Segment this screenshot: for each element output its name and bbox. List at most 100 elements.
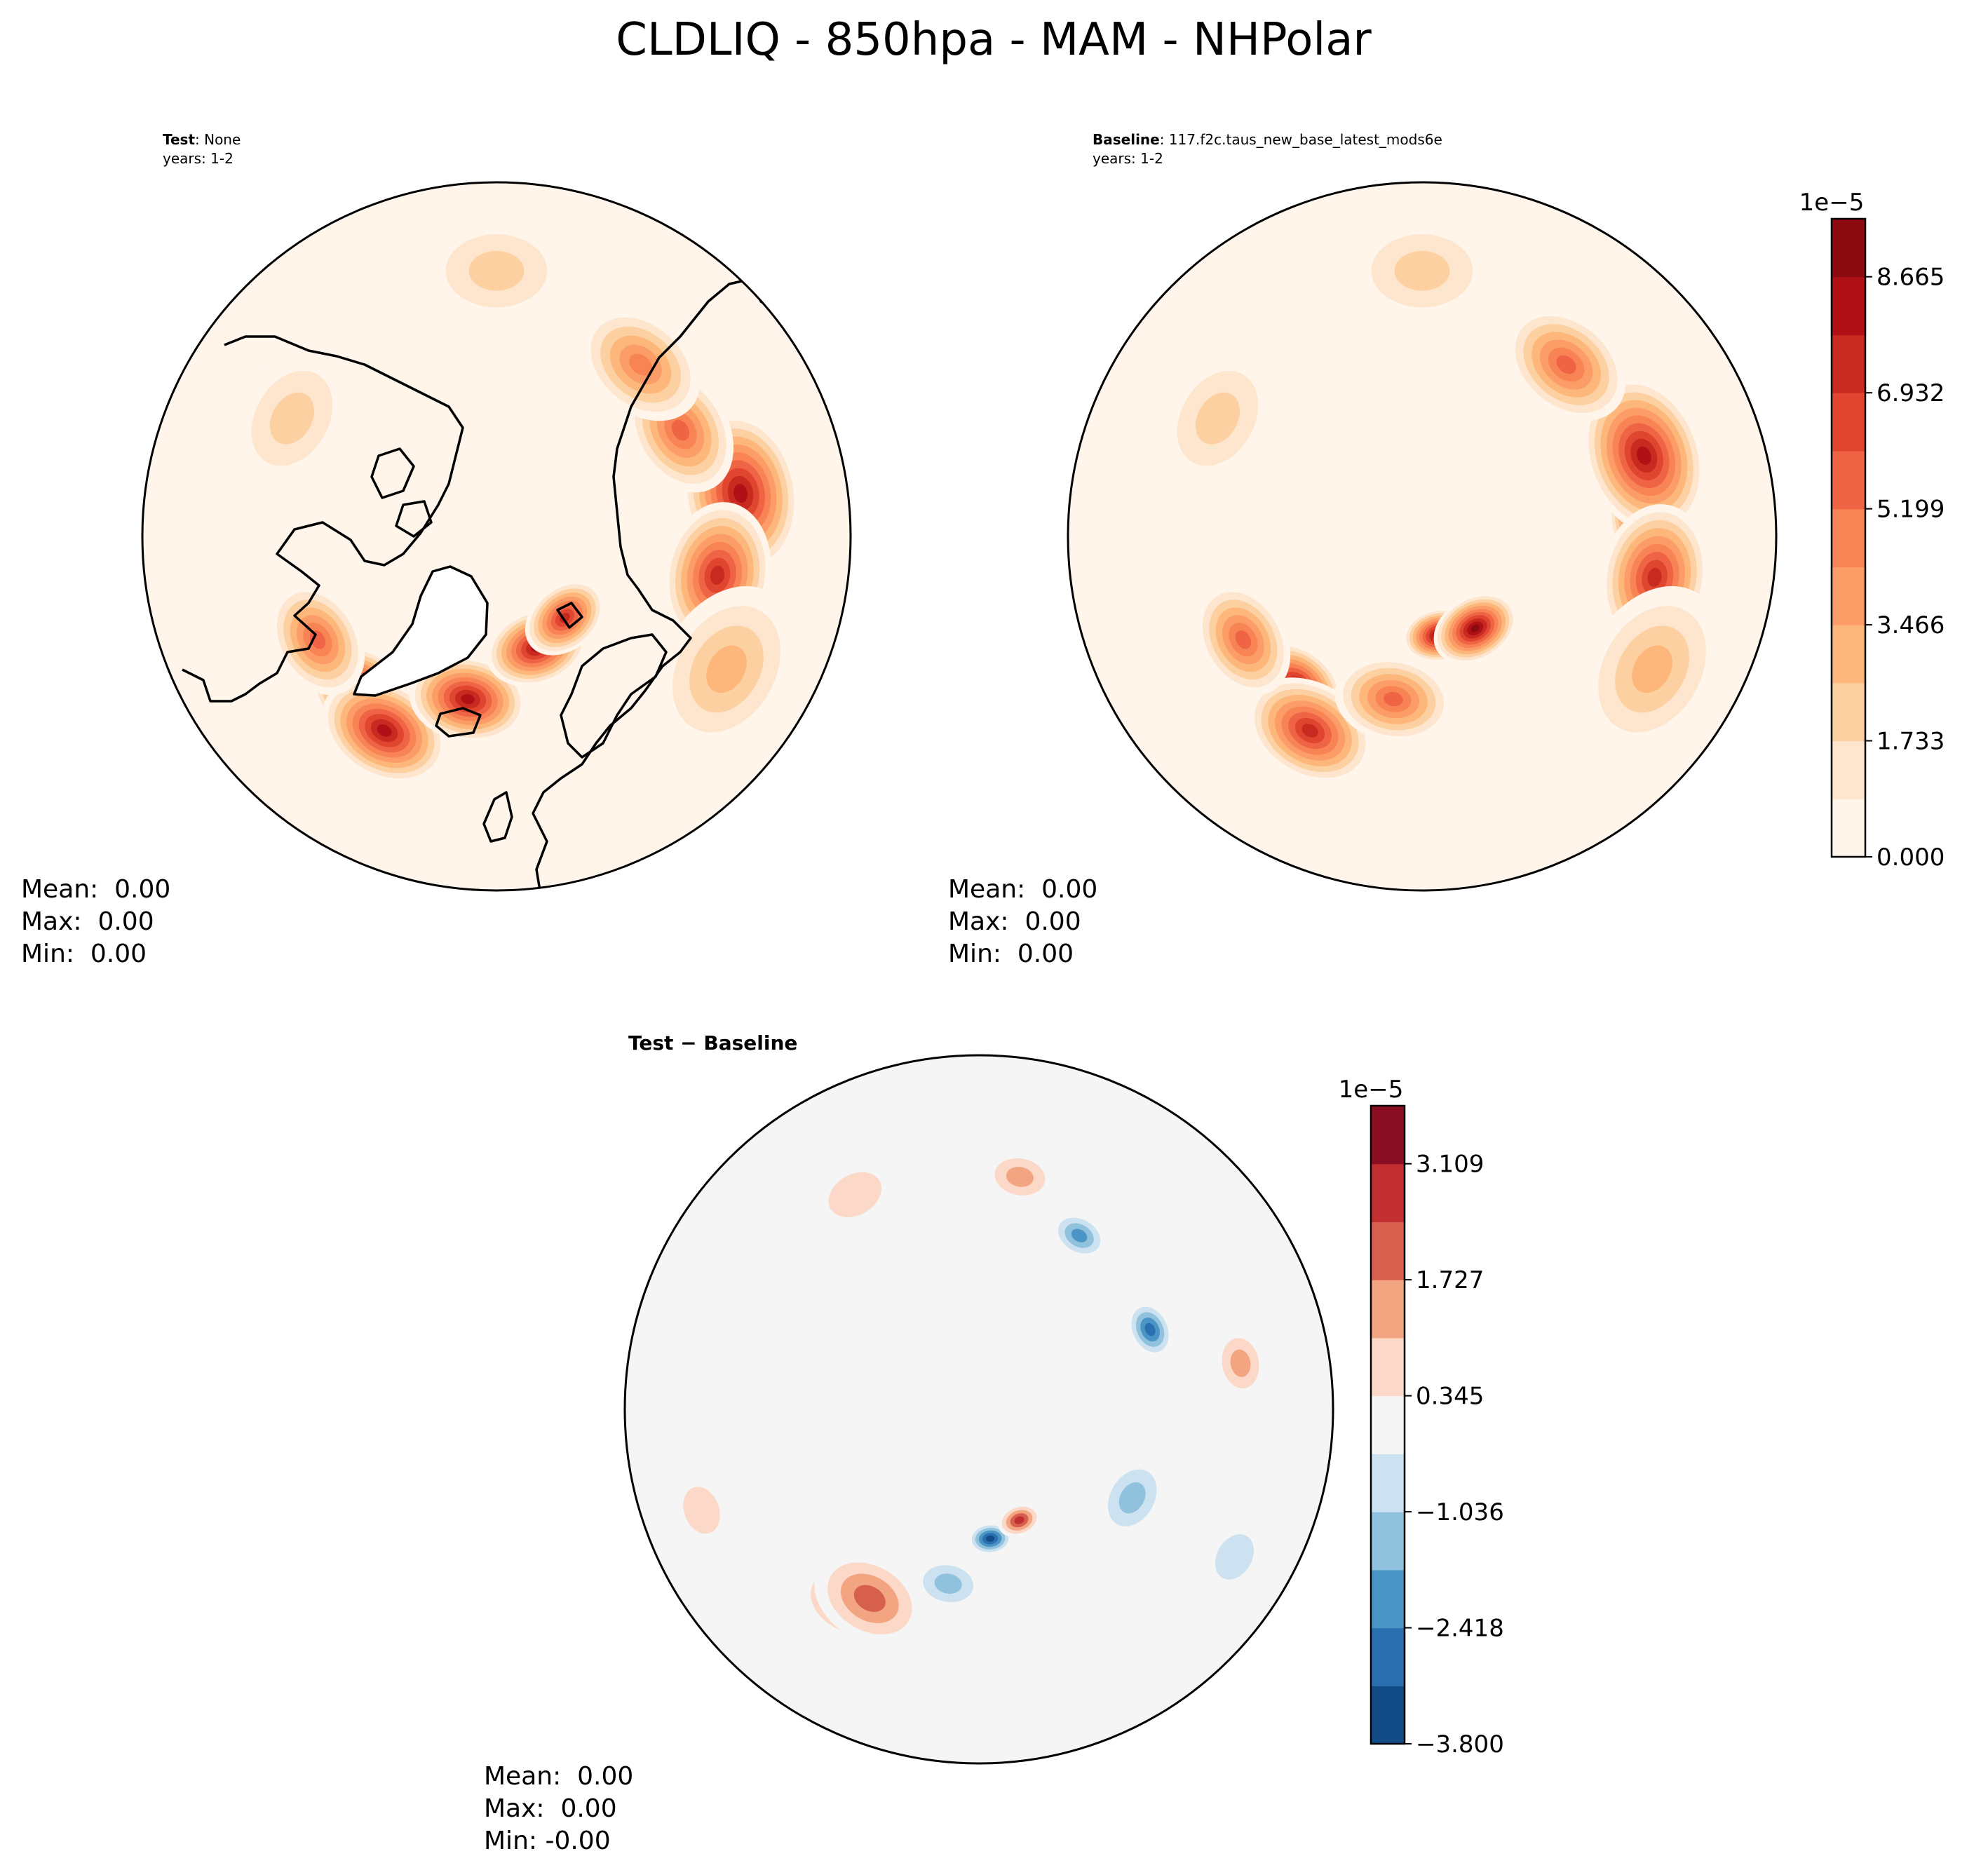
colorbar-0-tick-label-4: 6.932 <box>1877 379 1945 407</box>
contour-1-feature-1-band-9 <box>1637 446 1651 466</box>
colorbar-0-swatch-2 <box>1832 682 1865 742</box>
panel-baseline-stat-mean: Mean: 0.00 <box>948 875 1097 904</box>
panel-difference-stat-min: Min: -0.00 <box>484 1827 611 1855</box>
contour-2-feature-12-band-1 <box>1215 1534 1254 1580</box>
panel-baseline-contour-fields <box>1158 217 1723 784</box>
colorbar-1-tick-label-4: 1.727 <box>1416 1266 1484 1294</box>
panel-difference-stat-max: Max: 0.00 <box>484 1794 617 1823</box>
colorbar-1-swatch-10 <box>1371 1106 1405 1165</box>
panel-baseline-years: years: 1-2 <box>1093 150 1163 167</box>
panel-test-contour-fields <box>233 217 800 784</box>
contour-0-feature-6-band-9 <box>461 693 475 705</box>
panel-test-stat-max: Max: 0.00 <box>21 907 154 936</box>
colorbar-1-swatch-3 <box>1371 1512 1405 1571</box>
colorbar-0-swatch-1 <box>1832 740 1865 799</box>
colorbar-difference-frame <box>1370 1104 1406 1745</box>
contour-1-feature-7-band-10 <box>1470 624 1480 632</box>
colorbar-main-frame <box>1830 217 1867 858</box>
contour-0-feature-0-band-9 <box>733 484 748 503</box>
colorbar-0-tick-label-2: 3.466 <box>1877 611 1945 639</box>
panel-difference-map-background <box>625 1055 1333 1763</box>
contour-1-feature-5-band-8 <box>1301 724 1318 738</box>
panel-test-label-rest: : None <box>195 131 241 148</box>
panel-difference-map-boundary <box>623 1054 1334 1765</box>
contour-2-feature-9-band-2 <box>934 1573 962 1594</box>
colorbar-0-tick-label-3: 5.199 <box>1877 496 1945 524</box>
panel-baseline-map-boundary <box>1067 181 1778 892</box>
colorbar-0-swatch-10 <box>1832 219 1865 278</box>
colorbar-0-swatch-6 <box>1832 450 1865 510</box>
colorbar-0-tick-label-5: 8.665 <box>1877 264 1945 292</box>
colorbar-1-tick-label-2: −1.036 <box>1416 1498 1504 1526</box>
colorbar-main-ticks: 0.000 1.733 3.466 5.199 6.932 8.665 <box>1865 264 1945 872</box>
colorbar-1-swatch-8 <box>1371 1221 1405 1280</box>
panel-test-label: Test: None <box>163 131 241 148</box>
contour-0-feature-10-band-2 <box>468 250 525 291</box>
contour-2-feature-7-band-2 <box>1006 1167 1034 1187</box>
colorbar-0-swatch-3 <box>1832 625 1865 684</box>
contour-0-feature-3-band-5 <box>629 353 652 376</box>
colorbar-1-tick-label-3: 0.345 <box>1416 1383 1484 1411</box>
colorbar-0-swatch-4 <box>1832 567 1865 625</box>
panel-baseline-label-bold: Baseline <box>1093 131 1160 148</box>
colorbar-difference-swatches <box>1371 1106 1405 1744</box>
panel-baseline: Baseline: 117.f2c.taus_new_base_latest_m… <box>948 131 1778 968</box>
contour-1-feature-11-band-2 <box>1195 392 1240 445</box>
panel-test-years: years: 1-2 <box>163 150 234 167</box>
panel-difference-stat-mean: Mean: 0.00 <box>484 1762 633 1791</box>
panel-test-map-boundary <box>141 181 852 892</box>
contour-0-feature-9-band-6 <box>309 630 326 649</box>
contour-2-feature-4-band-4 <box>1144 1322 1156 1336</box>
panel-test-coastline-scandinavia <box>560 633 668 759</box>
contour-0-feature-11-band-2 <box>269 392 314 445</box>
colorbar-difference: 1e−5 −3.800 −2.418 −1.036 0.345 1.727 3.109 <box>1339 1076 1504 1759</box>
contour-2-feature-1-band-3 <box>853 1585 886 1612</box>
panel-test-coastline-britain <box>482 791 513 843</box>
contour-1-feature-8-band-6 <box>1384 691 1404 707</box>
contour-2-feature-3-band-4 <box>1014 1516 1025 1524</box>
panel-difference-label: Test − Baseline <box>628 1031 797 1055</box>
colorbar-1-swatch-4 <box>1371 1454 1405 1512</box>
contour-0-feature-2-band-6 <box>671 419 690 441</box>
contour-2-feature-11-band-1 <box>828 1172 881 1217</box>
panel-test-stat-mean: Mean: 0.00 <box>21 875 170 904</box>
colorbar-main-exponent: 1e−5 <box>1799 189 1865 217</box>
colorbar-0-tick-label-0: 0.000 <box>1877 843 1945 872</box>
colorbar-difference-exponent: 1e−5 <box>1339 1076 1404 1104</box>
contour-2-feature-10-band-1 <box>683 1486 720 1534</box>
colorbar-0-swatch-7 <box>1832 393 1865 452</box>
panel-difference-contour-fields <box>668 1150 1270 1646</box>
panel-test-coastline-iceland <box>435 707 482 738</box>
figure-title: CLDLIQ - 850hpa - MAM - NHPolar <box>616 14 1372 66</box>
panel-baseline-label-rest: : 117.f2c.taus_new_base_latest_mods6e <box>1160 131 1442 148</box>
colorbar-main-swatches <box>1832 219 1865 858</box>
contour-0-feature-5-band-9 <box>377 724 392 737</box>
panel-test: Test: None years: 1-2 Mean: 0.00 Max: 0.… <box>21 131 852 968</box>
colorbar-1-tick-label-1: −2.418 <box>1416 1615 1504 1643</box>
colorbar-1-swatch-2 <box>1371 1569 1405 1629</box>
colorbar-0-swatch-0 <box>1832 799 1865 858</box>
contour-1-feature-2-band-8 <box>1647 567 1662 588</box>
panel-difference: Test − Baseline Mean: 0.00 Max: 0.00 Min… <box>484 1031 1334 1855</box>
colorbar-0-tick-label-1: 1.733 <box>1877 728 1945 756</box>
contour-2-feature-2-band-5 <box>986 1536 995 1542</box>
contour-2-feature-6-band-2 <box>1230 1349 1251 1377</box>
colorbar-1-swatch-0 <box>1371 1686 1405 1744</box>
contour-2-feature-5-band-3 <box>1071 1228 1088 1242</box>
panel-test-stat-min: Min: 0.00 <box>21 940 147 968</box>
panel-test-coastline-greenland <box>353 565 489 697</box>
colorbar-difference-ticks: −3.800 −2.418 −1.036 0.345 1.727 3.109 <box>1405 1151 1504 1759</box>
colorbar-1-swatch-7 <box>1371 1280 1405 1339</box>
colorbar-1-tick-label-0: −3.800 <box>1416 1730 1504 1759</box>
colorbar-0-swatch-8 <box>1832 334 1865 393</box>
contour-1-feature-3-band-6 <box>1556 355 1576 374</box>
contour-1-feature-9-band-6 <box>1235 630 1252 649</box>
contour-1-feature-12-band-3 <box>1632 645 1672 693</box>
panel-test-coastlines <box>182 265 851 890</box>
panel-baseline-stat-max: Max: 0.00 <box>948 907 1081 936</box>
contour-2-feature-8-band-2 <box>1118 1482 1146 1514</box>
colorbar-1-swatch-9 <box>1371 1163 1405 1223</box>
colorbar-1-swatch-5 <box>1371 1395 1405 1454</box>
colorbar-1-tick-label-5: 3.109 <box>1416 1151 1484 1179</box>
contour-0-feature-12-band-3 <box>706 645 747 693</box>
